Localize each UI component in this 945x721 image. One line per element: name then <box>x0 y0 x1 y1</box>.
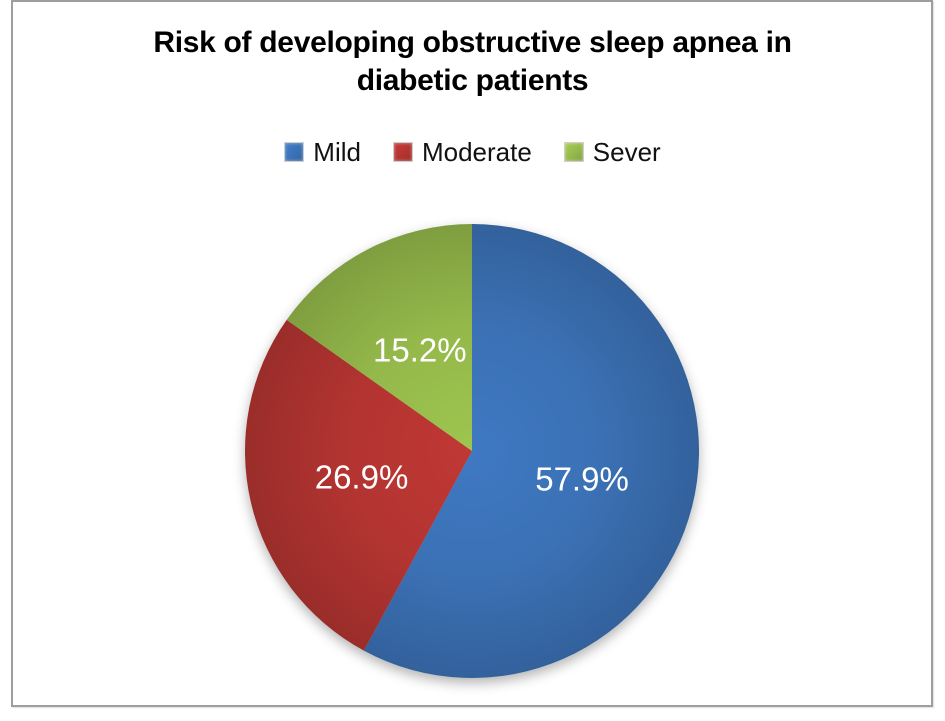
legend-item-moderate: Moderate <box>392 137 532 167</box>
pie-slice-sever <box>286 224 472 451</box>
legend-item-mild: Mild <box>284 139 361 165</box>
pie-slice-mild <box>363 224 699 678</box>
legend-item-sever: Sever <box>563 137 661 167</box>
legend-label-mild: Mild <box>313 137 361 167</box>
pie-chart: 57.9% 26.9% 15.2% <box>245 224 699 678</box>
legend: Mild Moderate Sever <box>0 139 945 165</box>
legend-swatch-sever-icon <box>563 142 584 162</box>
slice-label-sever: 15.2% <box>373 331 467 369</box>
pie-svg <box>245 224 699 678</box>
chart-title: Risk of developing obstructive sleep apn… <box>153 26 792 97</box>
legend-label-sever: Sever <box>592 137 661 167</box>
legend-swatch-mild-icon <box>284 142 305 162</box>
slice-label-moderate: 26.9% <box>314 458 409 496</box>
pie-slice-moderate <box>245 319 472 651</box>
slice-label-mild: 57.9% <box>535 460 629 498</box>
legend-swatch-moderate-icon <box>392 142 413 162</box>
legend-label-moderate: Moderate <box>421 137 532 167</box>
